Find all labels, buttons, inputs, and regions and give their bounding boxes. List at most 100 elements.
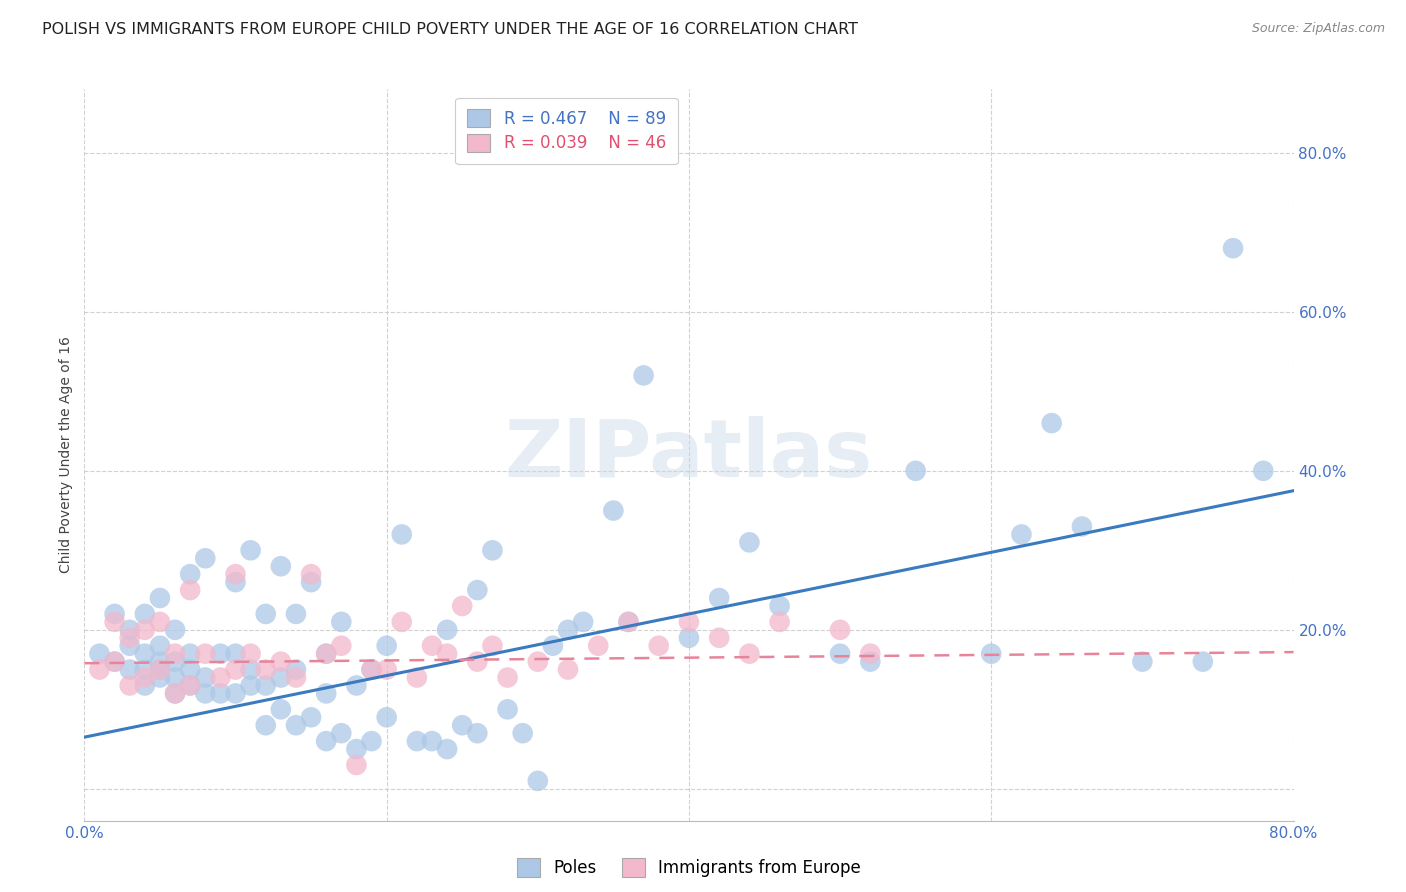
Point	[830, 623, 852, 637]
Point	[572, 615, 595, 629]
Point	[557, 663, 579, 677]
Point	[346, 678, 368, 692]
Point	[254, 718, 277, 732]
Point	[134, 678, 156, 692]
Point	[451, 718, 474, 732]
Point	[1011, 527, 1033, 541]
Point	[104, 655, 127, 669]
Point	[467, 726, 489, 740]
Point	[285, 671, 308, 685]
Point	[330, 615, 353, 629]
Point	[602, 503, 624, 517]
Point	[557, 623, 579, 637]
Point	[165, 671, 187, 685]
Point	[436, 647, 458, 661]
Point	[512, 726, 534, 740]
Point	[270, 671, 292, 685]
Point	[299, 575, 322, 590]
Point	[225, 647, 247, 661]
Point	[285, 663, 308, 677]
Point	[391, 527, 413, 541]
Point	[451, 599, 474, 613]
Point	[254, 607, 277, 621]
Point	[179, 678, 201, 692]
Point	[179, 678, 201, 692]
Point	[527, 655, 550, 669]
Point	[179, 647, 201, 661]
Point	[467, 583, 489, 598]
Point	[496, 671, 519, 685]
Point	[239, 663, 262, 677]
Y-axis label: Child Poverty Under the Age of 16: Child Poverty Under the Age of 16	[59, 336, 73, 574]
Point	[678, 631, 700, 645]
Point	[134, 647, 156, 661]
Point	[315, 734, 337, 748]
Point	[285, 607, 308, 621]
Point	[617, 615, 640, 629]
Point	[194, 551, 217, 566]
Point	[709, 631, 731, 645]
Point	[104, 607, 127, 621]
Point	[541, 639, 564, 653]
Point	[149, 671, 172, 685]
Point	[769, 615, 792, 629]
Point	[315, 647, 337, 661]
Point	[179, 583, 201, 598]
Point	[330, 726, 353, 740]
Text: ZIPatlas: ZIPatlas	[505, 416, 873, 494]
Text: Source: ZipAtlas.com: Source: ZipAtlas.com	[1251, 22, 1385, 36]
Point	[1253, 464, 1275, 478]
Point	[194, 647, 217, 661]
Point	[315, 686, 337, 700]
Point	[270, 655, 292, 669]
Point	[738, 647, 761, 661]
Point	[527, 773, 550, 788]
Legend: Poles, Immigrants from Europe: Poles, Immigrants from Europe	[509, 850, 869, 886]
Point	[165, 655, 187, 669]
Point	[481, 543, 503, 558]
Point	[149, 663, 172, 677]
Point	[769, 599, 792, 613]
Point	[194, 671, 217, 685]
Point	[225, 663, 247, 677]
Point	[165, 647, 187, 661]
Point	[1130, 655, 1153, 669]
Point	[980, 647, 1002, 661]
Point	[360, 734, 382, 748]
Point	[1222, 241, 1244, 255]
Point	[209, 647, 232, 661]
Point	[118, 678, 141, 692]
Point	[104, 615, 127, 629]
Point	[420, 639, 443, 653]
Point	[375, 710, 398, 724]
Point	[859, 647, 882, 661]
Point	[346, 758, 368, 772]
Point	[299, 710, 322, 724]
Point	[194, 686, 217, 700]
Point	[1192, 655, 1215, 669]
Point	[1071, 519, 1094, 533]
Point	[89, 663, 111, 677]
Point	[496, 702, 519, 716]
Point	[209, 686, 232, 700]
Point	[375, 663, 398, 677]
Point	[225, 567, 247, 582]
Point	[330, 639, 353, 653]
Point	[118, 623, 141, 637]
Point	[134, 623, 156, 637]
Point	[406, 671, 429, 685]
Point	[360, 663, 382, 677]
Point	[467, 655, 489, 669]
Point	[391, 615, 413, 629]
Point	[588, 639, 610, 653]
Point	[179, 567, 201, 582]
Point	[270, 702, 292, 716]
Point	[134, 671, 156, 685]
Point	[270, 559, 292, 574]
Point	[134, 663, 156, 677]
Point	[904, 464, 927, 478]
Point	[346, 742, 368, 756]
Point	[859, 655, 882, 669]
Point	[209, 671, 232, 685]
Point	[118, 631, 141, 645]
